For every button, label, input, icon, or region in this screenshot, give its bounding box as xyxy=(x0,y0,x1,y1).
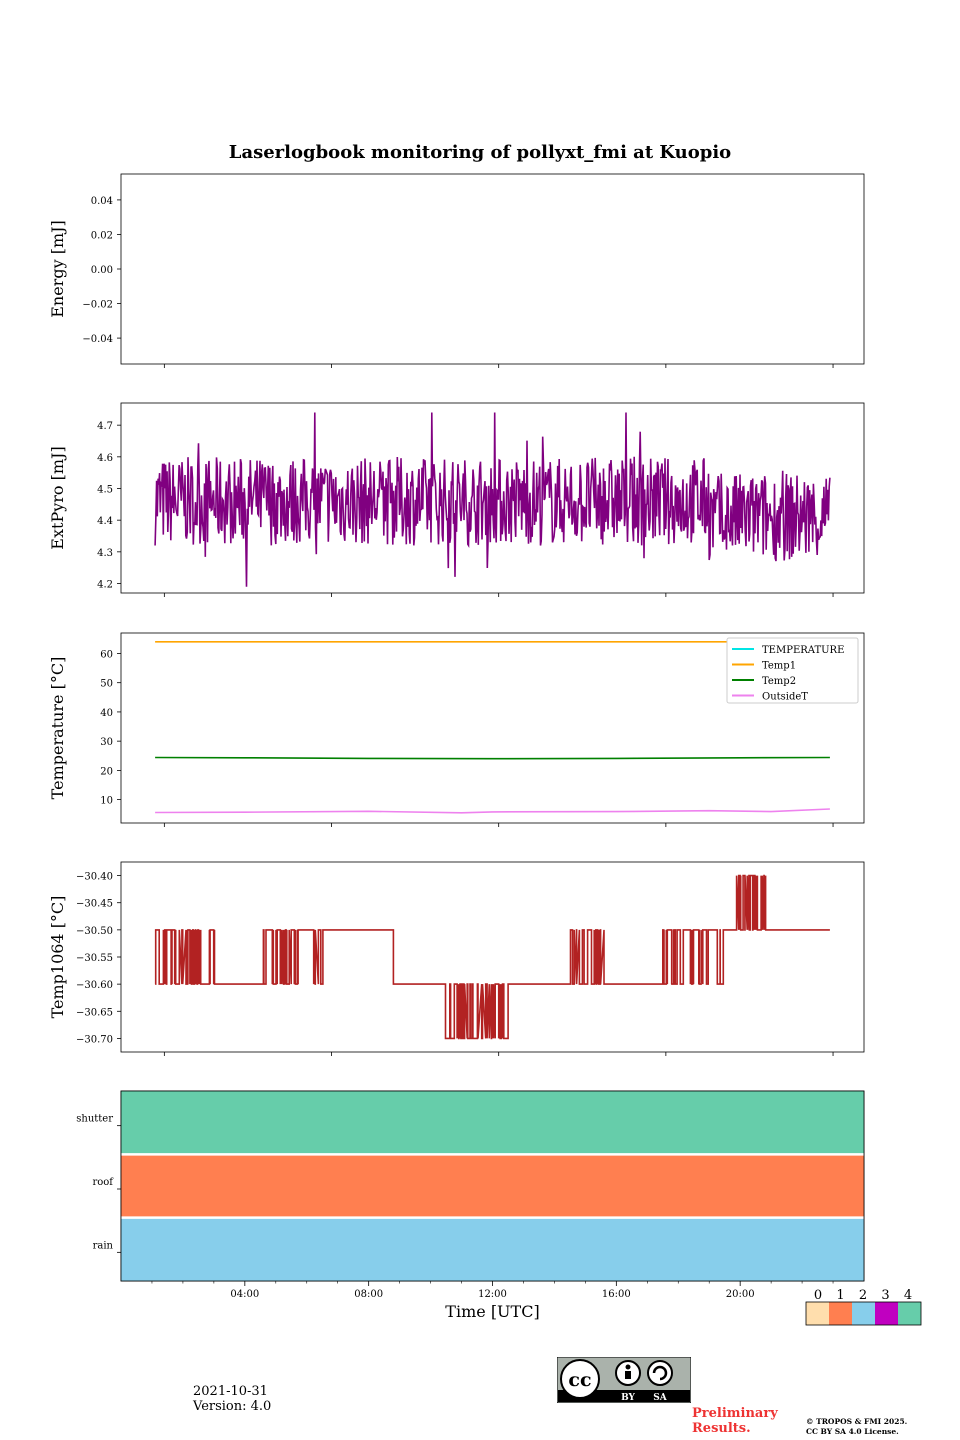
chart-title: Laserlogbook monitoring of pollyxt_fmi a… xyxy=(229,142,731,163)
y-tick-label: −30.45 xyxy=(76,899,113,910)
legend-label: Temp2 xyxy=(762,676,796,687)
y-tick-label: −0.04 xyxy=(82,334,113,345)
share-alike-icon xyxy=(647,1360,673,1386)
colorbar-tick-label: 1 xyxy=(836,1288,844,1303)
panel-2: 4.7 4.6 4.5 4.4 4.3 4.2 ExtPyro [mJ] xyxy=(48,402,865,597)
x-tick-label: 04:00 xyxy=(230,1289,259,1300)
y-tick-label: −30.55 xyxy=(76,953,113,964)
copyright-line-2: CC BY SA 4.0 License. xyxy=(806,1427,899,1436)
y-tick-label: 10 xyxy=(100,796,113,807)
panel-5: shutter roof rain 04:00 08:00 12:00 16:00 20:00… xyxy=(76,1090,922,1326)
date-label: 2021-10-31 xyxy=(193,1384,268,1399)
row-label: rain xyxy=(93,1240,114,1251)
y-axis-label: Energy [mJ] xyxy=(48,220,67,318)
y-tick-label: −30.60 xyxy=(76,980,113,991)
legend-label: Temp1 xyxy=(762,661,796,672)
y-axis-label: Temp1064 [°C] xyxy=(48,896,67,1019)
series-extpyro-line xyxy=(154,412,831,587)
legend-label: OutsideT xyxy=(762,692,808,703)
version-label: Version: 4.0 xyxy=(193,1399,272,1414)
x-tick-label: 12:00 xyxy=(478,1289,507,1300)
x-axis-label: Time [UTC] xyxy=(445,1302,539,1321)
y-tick-label: 50 xyxy=(100,679,113,690)
panel-1: 0.04 0.02 0.00 −0.02 −0.04 Energy [mJ] xyxy=(48,173,865,368)
row-label: shutter xyxy=(76,1114,113,1125)
series-temp1064-line xyxy=(154,874,830,1040)
status-row-rain xyxy=(121,1217,864,1281)
legend-label: TEMPERATURE xyxy=(762,645,844,656)
colorbar-frame xyxy=(805,1301,922,1326)
y-axis-label: Temperature [°C] xyxy=(48,657,67,800)
cc-text: cc xyxy=(568,1369,591,1391)
legend: TEMPERATURE Temp1 Temp2 OutsideT xyxy=(726,637,859,704)
y-tick-label: 4.4 xyxy=(97,516,113,527)
y-tick-label: −30.70 xyxy=(76,1034,113,1045)
status-row-shutter xyxy=(121,1091,864,1155)
y-tick-label: 0.04 xyxy=(91,196,113,207)
colorbar-tick-label: 4 xyxy=(904,1288,912,1303)
x-tick-label: 08:00 xyxy=(354,1289,383,1300)
colorbar-cell-1 xyxy=(829,1302,852,1325)
colorbar-cell-0 xyxy=(806,1302,829,1325)
y-tick-label: 4.5 xyxy=(97,485,113,496)
y-tick-label: 40 xyxy=(100,708,113,719)
colorbar-cell-3 xyxy=(875,1302,898,1325)
y-tick-label: 0.02 xyxy=(91,230,113,241)
y-tick-label: 4.2 xyxy=(97,580,113,591)
legend-box xyxy=(726,637,859,704)
y-tick-label: −0.02 xyxy=(82,300,113,311)
date-version: 2021-10-31 Version: 4.0 xyxy=(193,1384,271,1414)
sa-label: SA xyxy=(653,1393,667,1403)
colorbar-cell-2 xyxy=(852,1302,875,1325)
colorbar-cell-4 xyxy=(898,1302,921,1325)
y-tick-label: 4.6 xyxy=(97,453,113,464)
y-tick-label: −30.50 xyxy=(76,926,113,937)
series-outsidet-line xyxy=(155,808,830,814)
preliminary-line-2: Results. xyxy=(692,1421,751,1436)
colorbar-tick-label: 0 xyxy=(814,1288,822,1303)
y-axis-label: ExtPyro [mJ] xyxy=(48,446,67,549)
status-row-roof xyxy=(121,1154,864,1218)
copyright-notice: © TROPOS & FMI 2025. CC BY SA 4.0 Licens… xyxy=(806,1417,907,1437)
colorbar-tick-label: 2 xyxy=(859,1288,867,1303)
cc-circle-icon xyxy=(560,1359,600,1399)
y-tick-label: 0.00 xyxy=(91,265,113,276)
x-tick-label: 20:00 xyxy=(726,1289,755,1300)
preliminary-line-1: Preliminary xyxy=(692,1406,778,1421)
cc-license-logo: cc BY SA xyxy=(557,1357,691,1403)
y-tick-label: 20 xyxy=(100,766,113,777)
y-tick-label: −30.40 xyxy=(76,872,113,883)
x-tick-label: 16:00 xyxy=(602,1289,631,1300)
copyright-line-1: © TROPOS & FMI 2025. xyxy=(806,1417,908,1426)
y-tick-label: 4.7 xyxy=(97,421,113,432)
panel-4: −30.40 −30.45 −30.50 −30.55 −30.60 −30.65 −30.… xyxy=(48,861,865,1056)
y-tick-label: −30.65 xyxy=(76,1007,113,1018)
row-label: roof xyxy=(92,1177,114,1188)
series-temp2-line xyxy=(155,756,830,760)
colorbar-tick-label: 3 xyxy=(881,1288,889,1303)
y-tick-label: 30 xyxy=(100,737,113,748)
panel-frame xyxy=(120,173,865,365)
y-tick-label: 60 xyxy=(100,649,113,660)
y-tick-label: 4.3 xyxy=(97,548,113,559)
by-label: BY xyxy=(621,1393,635,1403)
preliminary-notice: Preliminary Results. xyxy=(692,1406,778,1436)
